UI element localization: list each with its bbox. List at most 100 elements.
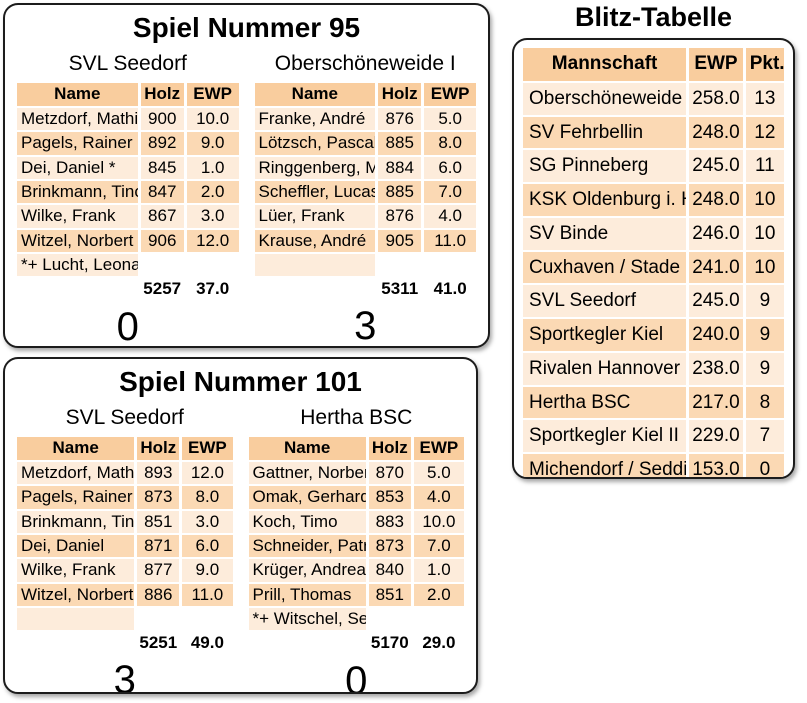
team-cell: SV Binde bbox=[523, 217, 687, 250]
col-header-mannschaft: Mannschaft bbox=[523, 48, 687, 81]
player-row: Krause, André 905 11.0 bbox=[254, 229, 476, 253]
standings-row: SG Pinneberg 245.0 11 bbox=[523, 150, 784, 183]
player-name: Schneider, Patrick bbox=[248, 534, 366, 558]
player-holz: 871 bbox=[137, 534, 180, 558]
pkt-cell: 10 bbox=[745, 251, 784, 284]
match-points: 3 bbox=[354, 304, 377, 348]
player-holz: 873 bbox=[137, 486, 180, 509]
player-ewp: 7.0 bbox=[424, 180, 476, 204]
player-row: Koch, Timo 883 10.0 bbox=[248, 510, 464, 533]
player-name: Gattner, Norbert bbox=[248, 461, 366, 485]
player-ewp: 3.0 bbox=[182, 510, 233, 533]
player-ewp: 8.0 bbox=[424, 132, 476, 155]
standings-row: SV Fehrbellin 248.0 12 bbox=[523, 116, 784, 149]
pkt-cell: 9 bbox=[745, 352, 784, 385]
player-holz: 893 bbox=[137, 461, 180, 485]
team-name: SVL Seedorf bbox=[65, 406, 184, 430]
totals-row: 5257 37.0 bbox=[17, 278, 239, 300]
standings-row: Hertha BSC 217.0 8 bbox=[523, 386, 784, 419]
player-name: Lötzsch, Pascal bbox=[254, 132, 376, 155]
pkt-cell: 13 bbox=[745, 82, 784, 115]
footnote-row bbox=[254, 254, 477, 277]
player-row: Metzdorf, Mathias 893 12.0 bbox=[17, 461, 233, 485]
standings-row: SVL Seedorf 245.0 9 bbox=[523, 285, 784, 318]
player-ewp: 11.0 bbox=[182, 583, 233, 607]
player-ewp: 2.0 bbox=[413, 583, 464, 607]
standings-row: Rivalen Hannover 238.0 9 bbox=[523, 352, 784, 385]
player-name: Dei, Daniel bbox=[17, 534, 135, 558]
standings-row: Sportkegler Kiel II 229.0 7 bbox=[523, 420, 784, 453]
player-holz: 883 bbox=[368, 510, 411, 533]
ewp-cell: 245.0 bbox=[689, 150, 743, 183]
player-holz: 851 bbox=[368, 583, 411, 607]
player-name: Ringgenberg, Ma bbox=[254, 156, 376, 179]
player-name: Prill, Thomas bbox=[248, 583, 366, 607]
game-panel-95: Spiel Nummer 95 SVL Seedorf Name Holz EW… bbox=[3, 3, 490, 348]
game-title: Spiel Nummer 95 bbox=[132, 12, 361, 43]
player-ewp: 12.0 bbox=[182, 461, 233, 485]
player-holz: 867 bbox=[140, 205, 184, 228]
player-holz: 877 bbox=[137, 559, 180, 582]
team-cell: Oberschöneweide I bbox=[523, 82, 687, 115]
standings-row: Sportkegler Kiel 240.0 9 bbox=[523, 319, 784, 351]
match-points: 0 bbox=[345, 658, 368, 694]
team-block-away: Oberschöneweide I Name Holz EWP Franke, … bbox=[252, 44, 480, 348]
player-row: Krüger, Andreas 840 1.0 bbox=[248, 559, 464, 582]
score-table: Name Holz EWP Franke, André 876 5.0 bbox=[252, 81, 480, 302]
standings-row: KSK Oldenburg i. H. 248.0 10 bbox=[523, 184, 784, 216]
player-ewp: 1.0 bbox=[413, 559, 464, 582]
teams-container: SVL Seedorf Name Holz EWP Metzdorf, Math… bbox=[5, 398, 476, 694]
player-holz: 892 bbox=[140, 132, 184, 155]
ewp-cell: 248.0 bbox=[689, 116, 743, 149]
player-row: Franke, André 876 5.0 bbox=[254, 107, 476, 131]
col-header-holz: Holz bbox=[140, 83, 184, 106]
standings-title: Blitz-Tabelle bbox=[574, 2, 733, 32]
pkt-cell: 12 bbox=[745, 116, 784, 149]
team-block-home: SVL Seedorf Name Holz EWP Metzdorf, Math… bbox=[14, 398, 236, 694]
player-name: Wilke, Frank bbox=[17, 205, 138, 228]
col-header-name: Name bbox=[17, 437, 135, 460]
total-ewp: 41.0 bbox=[433, 279, 467, 299]
player-ewp: 3.0 bbox=[186, 205, 239, 228]
player-row: Pagels, Rainer 892 9.0 bbox=[17, 132, 239, 155]
player-row: Lötzsch, Pascal 885 8.0 bbox=[254, 132, 476, 155]
team-cell: Cuxhaven / Stade bbox=[523, 251, 687, 284]
standings-row: Michendorf / Seddin 153.0 0 bbox=[523, 454, 784, 477]
player-holz: 851 bbox=[137, 510, 180, 533]
player-name: Koch, Timo bbox=[248, 510, 366, 533]
substitute-footnote bbox=[17, 608, 135, 631]
team-cell: Hertha BSC bbox=[523, 386, 687, 419]
player-name: Pagels, Rainer bbox=[17, 132, 138, 155]
col-header-holz: Holz bbox=[378, 83, 422, 106]
team-cell: Sportkegler Kiel II bbox=[523, 420, 687, 453]
team-block-away: Hertha BSC Name Holz EWP Gattner, Norber… bbox=[246, 398, 468, 694]
col-header-ewp: EWP bbox=[424, 83, 476, 106]
player-name: Witzel, Norbert bbox=[17, 583, 135, 607]
match-points: 3 bbox=[113, 658, 136, 694]
player-row: Witzel, Norbert 906 12.0 bbox=[17, 229, 239, 253]
player-name: Franke, André bbox=[254, 107, 376, 131]
player-ewp: 4.0 bbox=[413, 486, 464, 509]
standings-row: SV Binde 246.0 10 bbox=[523, 217, 784, 250]
footnote-row: *+ Witschel, Seb bbox=[248, 608, 465, 631]
total-ewp: 49.0 bbox=[190, 633, 224, 653]
ewp-cell: 245.0 bbox=[689, 285, 743, 318]
player-ewp: 12.0 bbox=[186, 229, 239, 253]
player-row: Brinkmann, Tino 847 2.0 bbox=[17, 180, 239, 204]
player-row: Dei, Daniel * 845 1.0 bbox=[17, 156, 239, 179]
team-cell: Sportkegler Kiel bbox=[523, 319, 687, 351]
player-holz: 845 bbox=[140, 156, 184, 179]
player-holz: 885 bbox=[378, 132, 422, 155]
team-cell: Michendorf / Seddin bbox=[523, 454, 687, 477]
player-name: Wilke, Frank bbox=[17, 559, 135, 582]
ewp-cell: 241.0 bbox=[689, 251, 743, 284]
pkt-cell: 0 bbox=[745, 454, 784, 477]
player-row: Gattner, Norbert 870 5.0 bbox=[248, 461, 464, 485]
team-cell: KSK Oldenburg i. H. bbox=[523, 184, 687, 216]
player-row: Pagels, Rainer 873 8.0 bbox=[17, 486, 233, 509]
player-ewp: 5.0 bbox=[424, 107, 476, 131]
team-block-home: SVL Seedorf Name Holz EWP Metzdorf, Math… bbox=[14, 44, 242, 346]
team-cell: SVL Seedorf bbox=[523, 285, 687, 318]
score-header-row: Name Holz EWP bbox=[254, 83, 476, 106]
ewp-cell: 238.0 bbox=[689, 352, 743, 385]
